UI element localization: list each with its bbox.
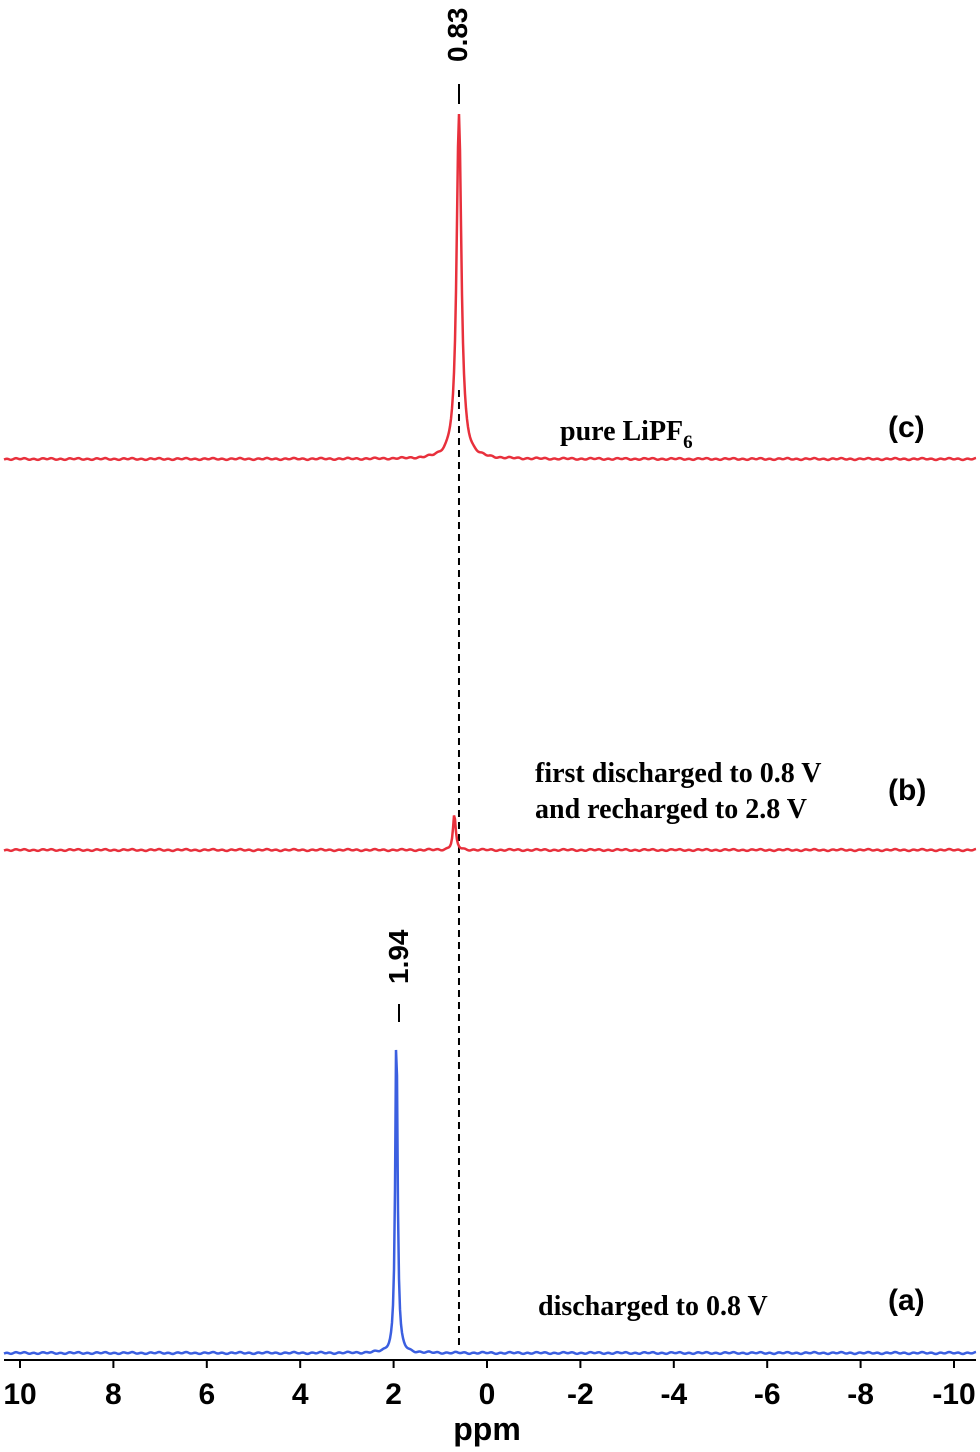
x-tick-label: -8 <box>847 1378 874 1411</box>
x-axis-ticks: 10 8 6 4 2 0 -2 -4 -6 -8 -10 <box>3 1360 976 1411</box>
x-tick-label: 10 <box>3 1378 36 1411</box>
x-tick-label: 4 <box>292 1378 309 1411</box>
panel-label-a: (a) <box>888 1284 925 1317</box>
x-tick-label: 0 <box>479 1378 496 1411</box>
x-tick-label: -10 <box>932 1378 975 1411</box>
caption-b-line-2: and recharged to 2.8 V <box>535 794 807 825</box>
spectrum-c-line <box>3 114 977 462</box>
spectrum-b-line <box>3 815 977 853</box>
spectrum-a-line <box>3 1049 977 1356</box>
x-tick-label: 2 <box>385 1378 402 1411</box>
peak-label-a: 1.94 <box>383 929 414 984</box>
caption-c-main: pure LiPF <box>560 416 683 447</box>
x-tick-label: -2 <box>567 1378 594 1411</box>
caption-a: discharged to 0.8 V <box>538 1291 768 1322</box>
x-tick-label: 6 <box>198 1378 215 1411</box>
caption-b-line-1: first discharged to 0.8 V <box>535 758 821 789</box>
x-tick-label: 8 <box>105 1378 122 1411</box>
x-axis-title: ppm <box>453 1411 521 1447</box>
peak-label-c: 0.83 <box>442 8 473 63</box>
x-tick-label: -6 <box>754 1378 781 1411</box>
panel-label-c: (c) <box>888 411 925 444</box>
caption-c: pure LiPF6 <box>560 416 693 453</box>
x-tick-label: -4 <box>660 1378 687 1411</box>
panel-label-b: (b) <box>888 774 926 807</box>
caption-c-sub: 6 <box>683 432 693 453</box>
